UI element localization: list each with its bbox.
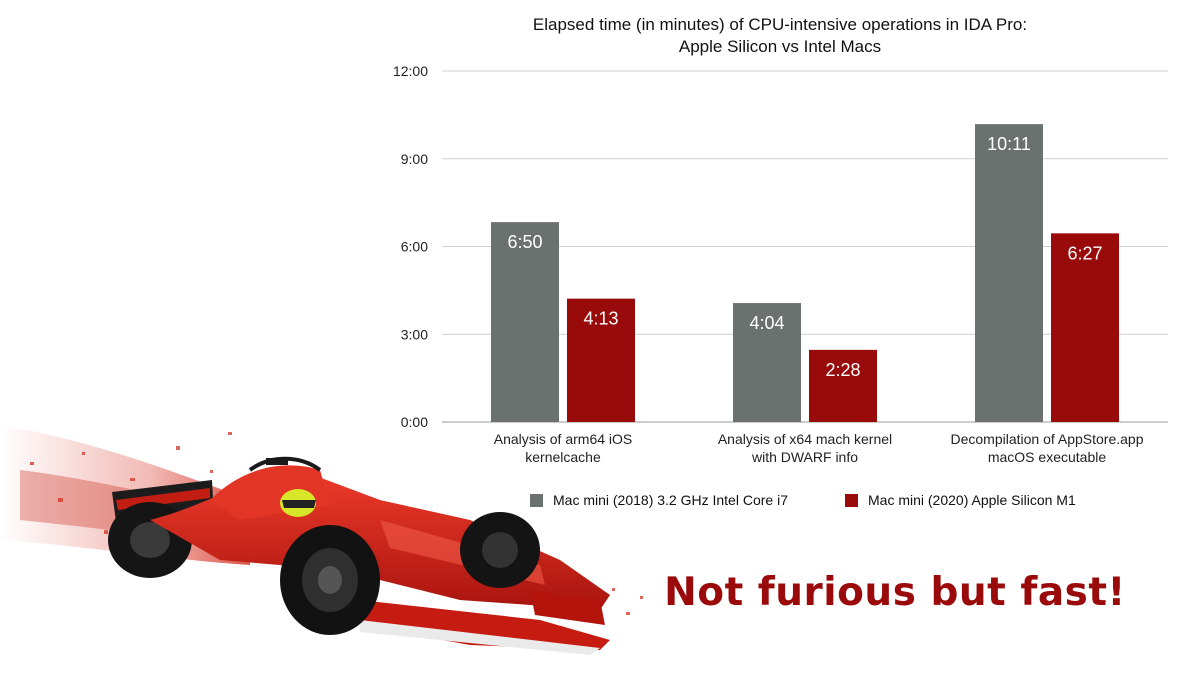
front-wheel-far (460, 512, 540, 588)
front-wing (360, 590, 610, 655)
category-label: with DWARF info (751, 449, 858, 465)
bar-value-label: 6:27 (1067, 243, 1102, 263)
y-tick-label: 6:00 (401, 239, 428, 255)
bar-m1 (1051, 233, 1119, 422)
legend-swatch-m1 (845, 493, 858, 507)
bar-value-label: 2:28 (825, 360, 860, 380)
bar-chart: 0:00 3:00 6:00 9:00 12:00 6:50 4:13 Analysis of… (393, 63, 1168, 465)
legend-item-intel: Mac mini (2018) 3.2 GHz Intel Core i7 (530, 492, 788, 508)
category-label: Analysis of arm64 iOS (494, 431, 633, 447)
driver-helmet (248, 456, 322, 517)
bar-value-label: 10:11 (987, 134, 1031, 154)
bar-m1 (567, 298, 635, 422)
front-wheel-near (280, 525, 380, 635)
chart-legend: Mac mini (2018) 3.2 GHz Intel Core i7 Ma… (530, 492, 1170, 514)
chart-title-line-1: Elapsed time (in minutes) of CPU-intensi… (532, 15, 1028, 34)
tagline: Not furious but fast! (664, 570, 1126, 615)
category-label: Analysis of x64 mach kernel (718, 431, 892, 447)
car-body (150, 465, 610, 610)
bar-m1 (809, 349, 877, 422)
bar-value-label: 4:13 (583, 309, 618, 329)
legend-label-m1: Mac mini (2020) Apple Silicon M1 (868, 492, 1076, 508)
bar-value-label: 6:50 (507, 232, 542, 252)
y-tick-label: 9:00 (401, 151, 428, 167)
legend-label-intel: Mac mini (2018) 3.2 GHz Intel Core i7 (553, 492, 788, 508)
category-label: macOS executable (988, 449, 1106, 465)
category-label: kernelcache (525, 449, 601, 465)
category-label: Decompilation of AppStore.app (950, 431, 1143, 447)
y-tick-label: 3:00 (401, 326, 428, 342)
bar-intel (975, 124, 1043, 422)
y-tick-label: 0:00 (401, 414, 428, 430)
chart-title: Elapsed time (in minutes) of CPU-intensi… (380, 14, 1180, 58)
y-tick-label: 12:00 (393, 63, 428, 79)
legend-swatch-intel (530, 493, 543, 507)
legend-item-m1: Mac mini (2020) Apple Silicon M1 (845, 492, 1076, 508)
bar-intel (733, 303, 801, 422)
bar-intel (491, 222, 559, 422)
chart-title-line-2: Apple Silicon vs Intel Macs (678, 37, 882, 56)
bar-value-label: 4:04 (749, 313, 784, 333)
